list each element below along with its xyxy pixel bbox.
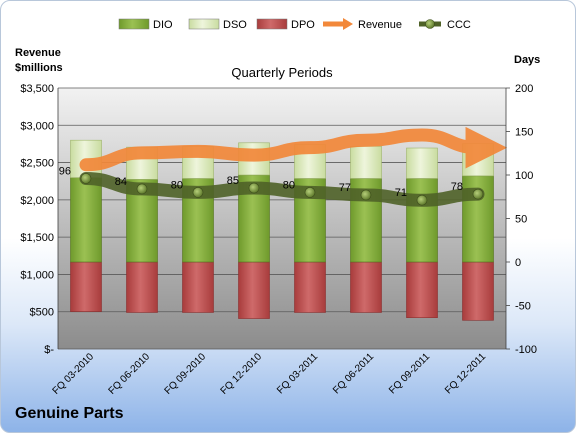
y-left-tick-label: $3,000	[20, 120, 54, 132]
y-left-label-line2: $millions	[15, 62, 63, 74]
ccc-data-label: 80	[171, 179, 183, 191]
ccc-data-label: 96	[59, 165, 71, 177]
legend-label: DPO	[291, 19, 315, 31]
y-left-tick-label: $1,000	[20, 269, 54, 281]
x-tick-label: FQ 09-2011	[387, 351, 432, 396]
ccc-data-label: 77	[339, 182, 351, 194]
legend-dpo-swatch	[256, 18, 288, 30]
bar-dpo	[350, 261, 382, 313]
x-tick-label: FQ 12-2010	[219, 351, 265, 397]
ccc-series: 96 84 80 85 80 77 71 78	[59, 165, 485, 207]
y-left-label-line1: Revenue	[15, 47, 61, 59]
y-left-tick-label: $2,000	[20, 195, 54, 207]
legend-dso-swatch	[188, 18, 220, 30]
company-name: Genuine Parts	[15, 405, 124, 422]
ccc-data-label: 71	[395, 187, 407, 199]
bar-dpo	[70, 261, 102, 312]
bar-dpo	[182, 261, 214, 313]
legend-ccc-marker	[425, 19, 435, 29]
legend-label: Revenue	[358, 19, 402, 31]
bar-dio	[406, 178, 438, 263]
y-left-tick-label: $-	[44, 344, 54, 356]
y-right-label: Days	[514, 54, 540, 66]
ccc-data-label: 80	[283, 179, 295, 191]
y-right-tick-label: 0	[515, 257, 521, 269]
bar-dpo	[406, 261, 438, 318]
revenue-line	[79, 126, 508, 172]
x-tick-label: FQ 12-2011	[443, 351, 488, 396]
ccc-data-label: 84	[115, 176, 127, 188]
ccc-marker	[248, 182, 260, 194]
y-right-tick-label: 50	[515, 214, 527, 226]
bar-dso	[350, 145, 382, 179]
bar-dpo	[462, 261, 494, 321]
y-right-tick-label: 200	[515, 83, 533, 95]
y-left-tick-label: $1,500	[20, 232, 54, 244]
bars	[70, 139, 494, 321]
ccc-data-label: 78	[451, 181, 463, 193]
ccc-marker	[416, 194, 428, 206]
y-left-tick-label: $500	[30, 307, 54, 319]
legend-label: CCC	[447, 19, 471, 31]
legend: DIO DSO DPO Revenue CCC	[118, 18, 471, 31]
ccc-marker	[136, 183, 148, 195]
bar-dpo	[126, 261, 158, 313]
ccc-marker	[472, 188, 484, 200]
legend-revenue-arrow	[343, 18, 353, 30]
y-left-tick-label: $2,500	[20, 158, 54, 170]
ccc-data-label: 85	[227, 175, 239, 187]
bar-dpo	[238, 261, 270, 319]
revenue-series	[79, 126, 508, 172]
ccc-marker	[360, 189, 372, 201]
y-right-tick-label: -100	[515, 344, 537, 356]
chart-title: Quarterly Periods	[231, 65, 333, 80]
ccc-marker	[304, 187, 316, 198]
ccc-marker	[192, 187, 204, 198]
bar-dio	[70, 177, 102, 263]
y-right-tick-label: 150	[515, 127, 533, 139]
x-tick-label: FQ 03-2011	[275, 351, 320, 396]
x-tick-label: FQ 09-2010	[163, 351, 209, 397]
bar-dso	[406, 147, 438, 179]
ccc-marker	[80, 173, 92, 184]
legend-label: DSO	[223, 19, 247, 31]
y-right-tick-label: 100	[515, 170, 533, 182]
x-tick-label: FQ 06-2010	[107, 351, 153, 397]
plot-area	[58, 88, 506, 349]
x-tick-label: FQ 03-2010	[51, 351, 97, 397]
bar-dpo	[294, 261, 326, 313]
legend-dio-swatch	[118, 18, 150, 30]
y-right-tick-label: -50	[515, 301, 531, 313]
legend-label: DIO	[153, 19, 173, 31]
x-tick-label: FQ 06-2011	[331, 351, 376, 396]
y-left-tick-label: $3,500	[20, 83, 54, 95]
